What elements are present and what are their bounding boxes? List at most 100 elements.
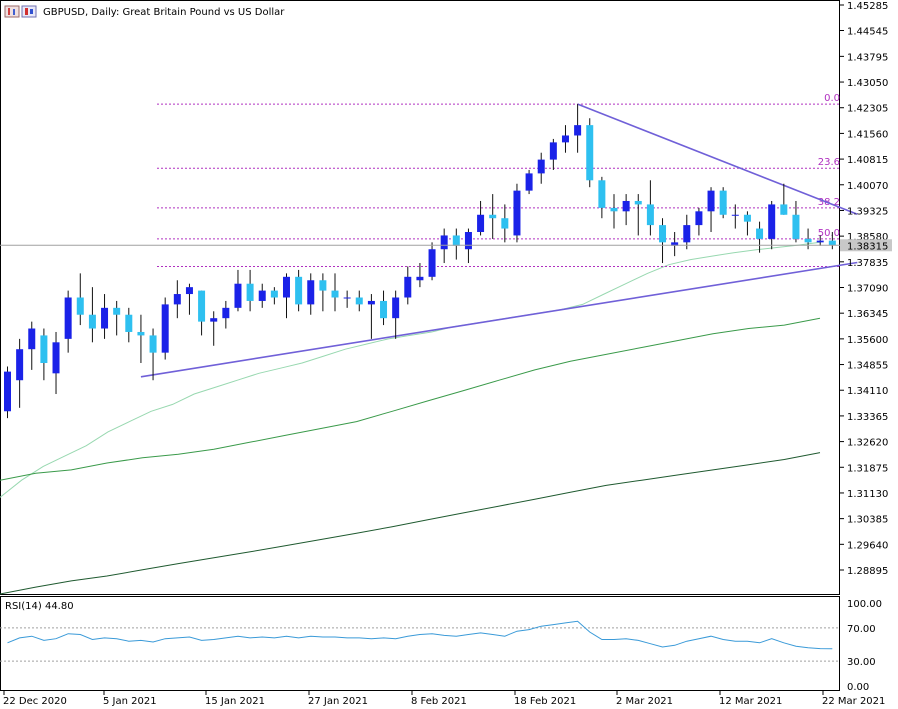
candle-body xyxy=(234,283,242,308)
price-axis-label: 1.35600 xyxy=(847,335,888,346)
candle-body xyxy=(307,280,315,305)
price-axis-label: 1.37835 xyxy=(847,258,888,269)
candle-body xyxy=(598,180,606,208)
ma-mid-line xyxy=(0,317,821,481)
candle-body xyxy=(756,228,764,239)
candle xyxy=(756,221,764,253)
candle xyxy=(440,228,448,264)
candle-body xyxy=(671,242,679,246)
price-axis-label: 1.38580 xyxy=(847,232,888,243)
candle xyxy=(149,328,157,381)
candle-body xyxy=(610,207,618,212)
candle xyxy=(743,211,751,236)
candle xyxy=(28,321,36,370)
current-price-marker: 1.38315 xyxy=(0,239,892,252)
candle-body xyxy=(731,214,739,216)
candle-body xyxy=(52,342,60,374)
candle xyxy=(646,180,654,236)
candle xyxy=(731,204,739,229)
candle xyxy=(525,169,533,195)
candle xyxy=(355,290,363,312)
candle xyxy=(64,290,72,353)
price-axis-label: 1.39325 xyxy=(847,206,888,217)
candle-body xyxy=(804,238,812,243)
price-axis-label: 1.28895 xyxy=(847,566,888,577)
candle-body xyxy=(270,290,278,298)
candle xyxy=(88,287,96,343)
candle xyxy=(804,228,812,250)
ma-slow-line xyxy=(0,452,821,595)
candle xyxy=(477,200,485,236)
candle-body xyxy=(40,335,48,363)
candle-body xyxy=(258,290,266,301)
candle xyxy=(719,187,727,219)
time-axis-label: 2 Mar 2021 xyxy=(616,696,673,707)
chart-title: GBPUSD, Daily: Great Britain Pound vs US… xyxy=(43,7,285,18)
candle-body xyxy=(622,200,630,212)
candle-body xyxy=(282,276,290,298)
candle-body xyxy=(683,225,691,243)
candle-body xyxy=(549,142,557,160)
price-axis-label: 1.37090 xyxy=(847,284,888,295)
time-axis-label: 22 Dec 2020 xyxy=(3,696,67,707)
candle-body xyxy=(489,214,497,219)
candle-body xyxy=(513,190,521,236)
candle-body xyxy=(392,297,400,319)
candle-body xyxy=(768,204,776,239)
candle-body xyxy=(634,200,642,205)
candle xyxy=(343,290,351,308)
candle-body xyxy=(246,283,254,301)
candle-body xyxy=(76,297,84,315)
candle-body xyxy=(149,335,157,353)
candle xyxy=(392,290,400,339)
candle xyxy=(695,207,703,236)
candle-body xyxy=(646,204,654,226)
candle xyxy=(404,266,412,305)
candle-body xyxy=(464,231,472,250)
candle-body xyxy=(319,280,327,291)
candle-body xyxy=(561,135,569,143)
fib-level-label: 0.0 xyxy=(824,93,840,104)
candle-body xyxy=(380,300,388,319)
time-axis-label: 18 Feb 2021 xyxy=(514,696,576,707)
candle xyxy=(416,263,424,288)
candle-body xyxy=(659,225,667,243)
chart-type-icon[interactable] xyxy=(21,5,37,18)
time-axis: 22 Dec 2020 5 Jan 2021 15 Jan 2021 27 Jan 2… xyxy=(3,691,885,707)
candle-body xyxy=(64,297,72,339)
candle-body xyxy=(331,290,339,298)
price-axis-label: 1.40815 xyxy=(847,155,888,166)
candle xyxy=(598,176,606,219)
rsi-label: RSI(14) 44.80 xyxy=(5,601,74,612)
candle-body xyxy=(816,240,824,243)
moving-averages xyxy=(0,241,821,595)
candle-body xyxy=(210,318,218,322)
candle-body xyxy=(525,173,533,191)
candle xyxy=(137,314,145,363)
ma-fast-line xyxy=(0,241,821,498)
rsi-axis-label: 100.00 xyxy=(847,599,882,610)
candle xyxy=(683,214,691,250)
main-panel-frame xyxy=(0,0,840,595)
price-axis-label: 1.31875 xyxy=(847,463,888,474)
time-axis-label: 12 Mar 2021 xyxy=(719,696,782,707)
trendline xyxy=(140,261,858,378)
rsi-line xyxy=(7,620,833,650)
candle-body xyxy=(719,190,727,215)
candle-body xyxy=(792,214,800,239)
candle-body xyxy=(695,211,703,226)
time-axis-label: 5 Jan 2021 xyxy=(103,696,157,707)
price-axis-label: 1.41560 xyxy=(847,129,888,140)
candle xyxy=(246,269,254,312)
candle xyxy=(464,228,472,264)
price-axis-label: 1.43050 xyxy=(847,78,888,89)
trendline xyxy=(577,103,858,216)
chart-header: GBPUSD, Daily: Great Britain Pound vs US… xyxy=(4,5,285,18)
candle xyxy=(270,287,278,305)
price-axis-label: 1.34855 xyxy=(847,361,888,372)
price-axis-label: 1.36345 xyxy=(847,309,888,320)
trendlines xyxy=(140,103,858,378)
candle xyxy=(125,307,133,343)
candle xyxy=(428,242,436,281)
